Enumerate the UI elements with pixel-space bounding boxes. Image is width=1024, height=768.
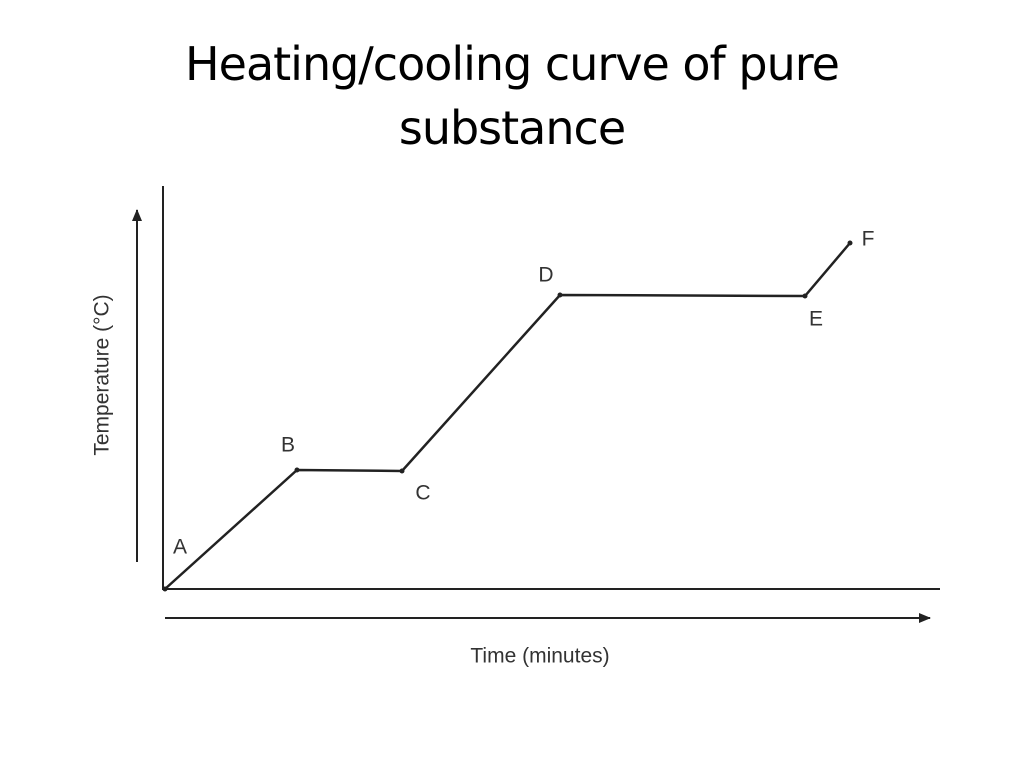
curve [164,242,851,590]
point-label: B [281,434,295,457]
point-label: C [415,482,430,505]
point [802,293,808,299]
point [162,586,168,592]
point-label: D [538,264,553,287]
point [294,467,300,473]
slide-title: Heating/cooling curve of pure substance [185,37,840,155]
point-label: E [809,308,823,331]
point [557,292,563,298]
point [399,468,405,474]
y-axis-label: Temperature (°C) [91,294,114,455]
point-label: A [173,536,187,559]
point [847,240,853,246]
point-label: F [862,228,875,251]
x-axis-label: Time (minutes) [470,645,609,668]
